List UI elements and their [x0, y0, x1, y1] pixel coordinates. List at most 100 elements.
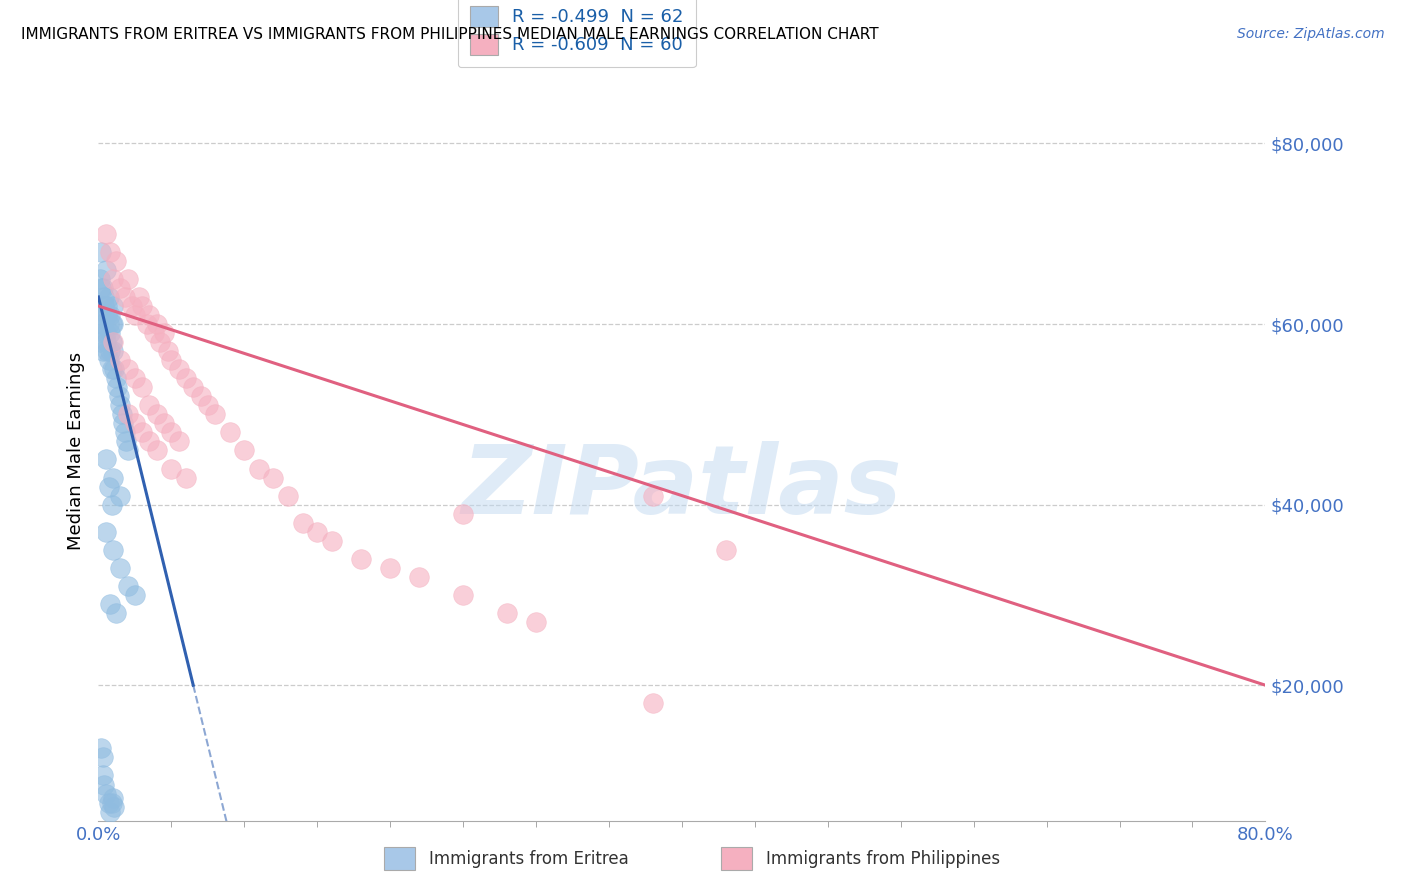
Point [247, 461, 270, 475]
Point [277, 489, 299, 503]
Point [138, 308, 160, 322]
Point [262, 470, 284, 484]
Point [94, 263, 117, 277]
Point [103, 362, 125, 376]
Point [97, 317, 120, 331]
Point [90, 244, 112, 259]
Point [100, 335, 122, 350]
Point [146, 317, 169, 331]
Point [91, 768, 114, 782]
Point [142, 326, 165, 340]
Point [321, 533, 343, 548]
Point [100, 498, 122, 512]
Point [90, 317, 112, 331]
Point [93, 299, 115, 313]
Point [98, 326, 121, 340]
Point [124, 417, 146, 431]
Point [93, 326, 115, 340]
Point [90, 741, 112, 756]
Point [128, 290, 150, 304]
Point [117, 408, 139, 422]
Point [121, 299, 143, 313]
Point [350, 551, 373, 566]
Point [94, 787, 117, 801]
Point [101, 470, 124, 484]
Point [174, 371, 197, 385]
Point [174, 470, 197, 484]
Point [160, 353, 183, 368]
Point [93, 290, 115, 304]
Point [94, 326, 117, 340]
Point [641, 489, 664, 503]
Text: Source: ZipAtlas.com: Source: ZipAtlas.com [1237, 27, 1385, 41]
Point [91, 317, 114, 331]
Point [181, 380, 204, 394]
Point [110, 561, 132, 575]
Point [714, 542, 737, 557]
Point [153, 326, 176, 340]
Point [124, 588, 146, 602]
Point [108, 389, 131, 403]
Point [408, 570, 430, 584]
Point [110, 398, 132, 412]
Point [131, 380, 153, 394]
Point [218, 425, 240, 440]
Point [167, 434, 190, 449]
Point [101, 791, 124, 805]
Point [233, 443, 256, 458]
Point [91, 281, 114, 295]
Y-axis label: Median Male Earnings: Median Male Earnings [66, 351, 84, 549]
Point [101, 272, 124, 286]
Point [94, 452, 117, 467]
Text: Immigrants from Philippines: Immigrants from Philippines [766, 849, 1001, 868]
Point [131, 425, 153, 440]
Point [380, 561, 402, 575]
Point [94, 227, 117, 241]
Point [160, 461, 183, 475]
Point [93, 778, 115, 792]
Point [124, 371, 146, 385]
Point [641, 696, 664, 710]
Point [157, 344, 180, 359]
Point [115, 434, 138, 449]
Point [97, 479, 120, 493]
Point [146, 443, 169, 458]
Point [91, 750, 114, 764]
Point [114, 425, 136, 440]
Text: ZIPatlas: ZIPatlas [461, 441, 903, 534]
Point [98, 597, 121, 611]
Point [101, 317, 124, 331]
Legend: R = -0.499  N = 62, R = -0.609  N = 60: R = -0.499 N = 62, R = -0.609 N = 60 [458, 0, 696, 67]
Point [167, 362, 190, 376]
Point [97, 353, 120, 368]
Point [496, 606, 519, 620]
Point [100, 317, 122, 331]
Text: Immigrants from Eritrea: Immigrants from Eritrea [429, 849, 628, 868]
Point [124, 308, 146, 322]
Point [96, 299, 118, 313]
Point [97, 290, 120, 304]
Point [110, 281, 132, 295]
Point [98, 308, 121, 322]
Point [117, 443, 139, 458]
Point [135, 317, 157, 331]
Point [97, 796, 120, 810]
Point [111, 408, 134, 422]
Point [101, 299, 124, 313]
Point [110, 353, 132, 368]
Point [153, 417, 176, 431]
Point [160, 425, 183, 440]
Point [101, 542, 124, 557]
Point [146, 408, 169, 422]
Point [114, 290, 136, 304]
Point [451, 588, 474, 602]
Point [101, 335, 124, 350]
Point [89, 335, 111, 350]
Point [138, 434, 160, 449]
Point [89, 272, 111, 286]
Point [307, 524, 329, 539]
Point [117, 579, 139, 593]
Point [89, 308, 111, 322]
Point [451, 507, 474, 521]
Point [117, 362, 139, 376]
